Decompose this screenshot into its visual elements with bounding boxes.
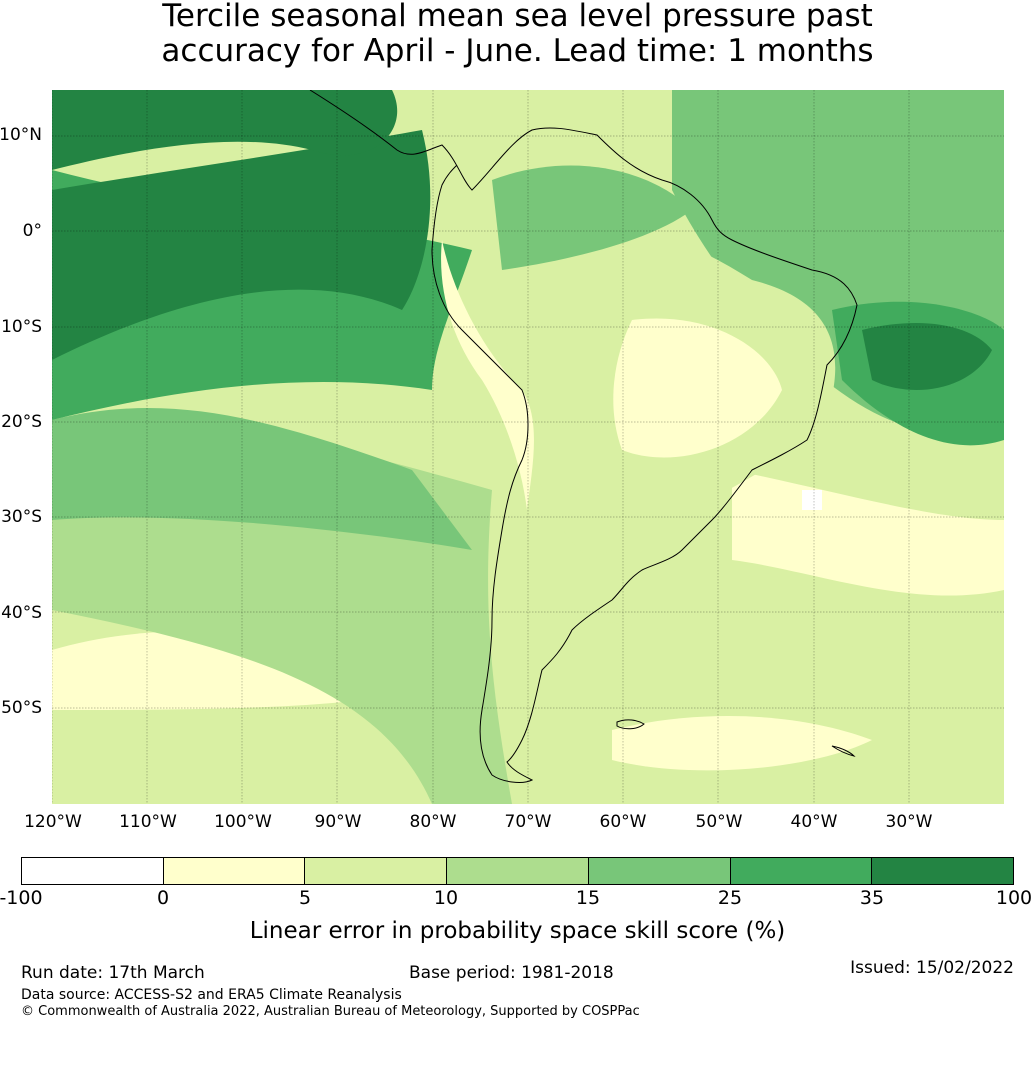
colorbar-tick: 100 <box>995 887 1033 909</box>
lat-label-10s: 10°S <box>1 317 42 337</box>
field-southeast-pale <box>612 716 872 771</box>
island-south-georgia <box>831 745 856 757</box>
lon-label-30w: 30°W <box>885 812 933 832</box>
colorbar-bin-6 <box>872 858 1014 884</box>
lat-label-0: 0° <box>22 221 42 241</box>
graticule <box>52 90 1004 804</box>
data-source: Data source: ACCESS-S2 and ERA5 Climate … <box>21 987 402 1003</box>
colorbar-tick: 5 <box>298 887 312 909</box>
colorbar-bin-2 <box>305 858 448 884</box>
field-land-north <box>492 165 692 270</box>
field-25 <box>52 408 472 550</box>
field-andes <box>441 240 534 510</box>
colorbar-tick: 15 <box>575 887 601 909</box>
map-panel <box>52 90 1004 804</box>
colorbar-tick: 25 <box>717 887 743 909</box>
field-pacific-dark-top <box>52 90 398 170</box>
lon-label-120w: 120°W <box>24 812 82 832</box>
colorbar <box>21 857 1014 885</box>
lon-label-50w: 50°W <box>695 812 743 832</box>
skill-score-map <box>52 90 1004 804</box>
lat-label-40s: 40°S <box>1 603 42 623</box>
island-falklands <box>616 719 645 730</box>
lat-label-50s: 50°S <box>1 698 42 718</box>
colorbar-tick: 10 <box>433 887 459 909</box>
lat-label-10n: 10°N <box>0 125 42 145</box>
colorbar-bin-0 <box>22 858 164 884</box>
lon-label-80w: 80°W <box>409 812 457 832</box>
lon-label-60w: 60°W <box>599 812 647 832</box>
coastline <box>309 90 858 783</box>
field-negative-spot <box>802 490 822 510</box>
lat-label-30s: 30°S <box>1 507 42 527</box>
lon-label-100w: 100°W <box>214 812 272 832</box>
lon-label-40w: 40°W <box>790 812 838 832</box>
colorbar-bin-4 <box>588 858 731 884</box>
lon-label-70w: 70°W <box>504 812 552 832</box>
colorbar-label: Linear error in probability space skill … <box>249 918 786 944</box>
field-land-pale <box>613 318 782 458</box>
run-date: Run date: 17th March <box>21 963 205 983</box>
lon-label-90w: 90°W <box>314 812 362 832</box>
lon-label-110w: 110°W <box>119 812 177 832</box>
colorbar-tick: 0 <box>156 887 170 909</box>
colorbar-bin-3 <box>447 858 589 884</box>
issued-date: Issued: 15/02/2022 <box>850 958 1014 978</box>
colorbar-tick: 35 <box>859 887 885 909</box>
field-pacific-dark <box>52 130 431 360</box>
chart-title-line2: accuracy for April - June. Lead time: 1 … <box>161 33 874 69</box>
field-atlantic-dark <box>862 322 992 390</box>
colorbar-bin-1 <box>163 858 306 884</box>
colorbar-bin-5 <box>730 858 873 884</box>
base-period: Base period: 1981-2018 <box>409 963 614 983</box>
chart-title-line1: Tercile seasonal mean sea level pressure… <box>162 0 873 34</box>
colorbar-tick: -100 <box>0 887 43 909</box>
copyright: © Commonwealth of Australia 2022, Austra… <box>21 1004 640 1019</box>
lat-label-20s: 20°S <box>1 412 42 432</box>
field-atlantic-pale <box>732 470 1004 596</box>
